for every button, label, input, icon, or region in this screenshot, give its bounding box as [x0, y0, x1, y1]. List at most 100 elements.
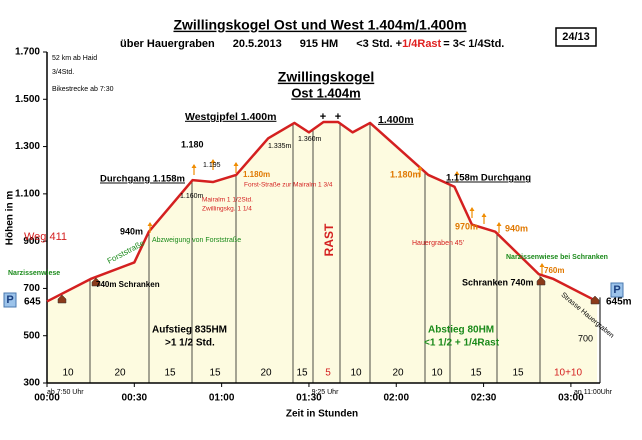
annotation: Ost 1.404m: [291, 85, 360, 100]
subtitle-part: 1/4Rast: [402, 38, 441, 50]
annotation: 940m: [120, 226, 143, 236]
annotation: 645m: [606, 297, 632, 308]
segment-duration: 15: [164, 368, 176, 379]
annotation: Forst-Straße zur Mairalm 1 3/4: [244, 182, 333, 189]
annotation: Westgipfel 1.400m: [185, 111, 276, 123]
annotation: 1.180: [181, 139, 204, 149]
segment-duration: 20: [114, 368, 126, 379]
x-tick-label: 01:00: [209, 393, 235, 404]
y-tick-label: 1.100: [15, 188, 40, 199]
annotation: 52 km ab Haid: [52, 55, 97, 62]
arrow-head: [233, 162, 239, 166]
subtitle-part: <3 Std. +: [356, 38, 402, 50]
annotation: 3/4Std.: [52, 69, 74, 76]
annotation: <1 1/2 + 1/4Rast: [424, 338, 500, 349]
segment-duration: 15: [296, 368, 308, 379]
annotation: +: [320, 111, 326, 123]
page-box: [555, 27, 597, 47]
segment-duration: 10: [62, 368, 74, 379]
annotation: +: [335, 111, 341, 123]
annotation: Durchgang 1.158m: [100, 174, 185, 185]
arrow-head: [417, 166, 423, 170]
arrow-head: [210, 159, 216, 163]
y-tick-label: 1.300: [15, 141, 40, 152]
annotation: Narzissenwiese bei Schranken: [506, 254, 608, 261]
annotation: 740m Schranken: [96, 280, 160, 289]
segment-duration: 5: [325, 368, 331, 379]
time-note: ab 7:50 Uhr: [47, 389, 84, 396]
subtitle-part: 20.5.2013: [233, 38, 282, 50]
subtitle-part: 915 HM: [300, 38, 339, 50]
arrow-head: [469, 207, 475, 211]
subtitle-part: = 3< 1/4Std.: [443, 38, 504, 50]
segment-duration: 10: [350, 368, 362, 379]
annotation: Schranken 740m: [462, 277, 534, 287]
hut: [590, 295, 600, 305]
y-tick-label: 1.500: [15, 94, 40, 105]
annotation: 1.158m Durchgang: [446, 173, 531, 184]
arrow-head: [496, 222, 502, 226]
arrow-head: [454, 171, 460, 175]
segment-duration: 15: [512, 368, 524, 379]
segment-duration: 20: [260, 368, 272, 379]
annotation: 760m: [544, 266, 564, 275]
y-tick-label: 300: [23, 378, 40, 389]
parking-box: [610, 282, 624, 298]
x-tick-label: 02:00: [383, 393, 409, 404]
annotation: Abzweigung von Forststraße: [152, 237, 241, 244]
area-fill: [47, 121, 598, 384]
annotation: >1 1/2 Std.: [165, 338, 215, 349]
annotation: Hauergraben 45': [412, 240, 464, 247]
segment-duration: 10+10: [554, 368, 583, 379]
annotation: 700: [578, 333, 593, 343]
segment-duration: 10: [431, 368, 443, 379]
annotation: 1.160m: [180, 193, 204, 200]
annotation: 1.180m: [390, 169, 421, 179]
x-tick-label: 00:30: [122, 393, 148, 404]
annotation: Zwillingskg. 1 1/4: [202, 206, 252, 213]
y-tick-label: 700: [23, 283, 40, 294]
subtitle-part: über Hauergraben: [120, 38, 215, 50]
x-tick-label: 03:00: [558, 393, 584, 404]
elevation-line: [46, 120, 598, 303]
x-axis-label: Zeit in Stunden: [286, 409, 358, 420]
segment-duration: 15: [470, 368, 482, 379]
annotation: Bikestrecke ab 7:30: [52, 86, 114, 93]
hut: [536, 276, 546, 286]
annotation: 940m: [505, 223, 528, 233]
time-note: an 11:00Uhr: [574, 389, 613, 396]
annotation: 645: [24, 297, 41, 308]
arrow-head: [539, 263, 545, 267]
page-number: 24/13: [562, 31, 590, 43]
annotation: Zwillingskogel: [278, 69, 374, 85]
annotation: 970m: [455, 221, 478, 231]
parking-label: P: [613, 284, 620, 296]
y-tick-label: 500: [23, 330, 40, 341]
arrow-head: [481, 213, 487, 217]
x-tick-label: 01:30: [296, 393, 322, 404]
annotation: Weg 411: [24, 231, 67, 243]
hut: [57, 294, 67, 304]
arrow-head: [147, 222, 153, 226]
annotation: Aufstieg 835HM: [152, 325, 227, 336]
segment-duration: 15: [209, 368, 221, 379]
parking-box: [3, 292, 17, 308]
annotation: 1.360m: [298, 136, 322, 143]
x-tick-label: 02:30: [471, 393, 497, 404]
annotation: Abstieg 80HM: [428, 325, 494, 336]
y-tick-label: 900: [23, 236, 40, 247]
annotation: 1.400m: [378, 114, 414, 126]
annotation: Mairalm 1 1/2Std.: [202, 197, 253, 204]
time-note: 9:25 Uhr: [312, 389, 340, 396]
chart-title: Zwillingskogel Ost und West 1.404m/1.400…: [173, 17, 466, 33]
annotation: 1.180m: [243, 170, 270, 179]
x-tick-label: 00:00: [34, 393, 60, 404]
y-tick-label: 1.700: [15, 47, 40, 58]
annotation: Narzissenwiese: [8, 270, 60, 277]
subtitle: über Hauergraben 20.5.2013 915 HM <3 Std. +…: [120, 38, 504, 50]
annotation: 1.195: [203, 162, 221, 169]
annotation: 1.335m: [268, 143, 292, 150]
annotation: RAST: [322, 223, 336, 256]
hut: [91, 277, 101, 287]
